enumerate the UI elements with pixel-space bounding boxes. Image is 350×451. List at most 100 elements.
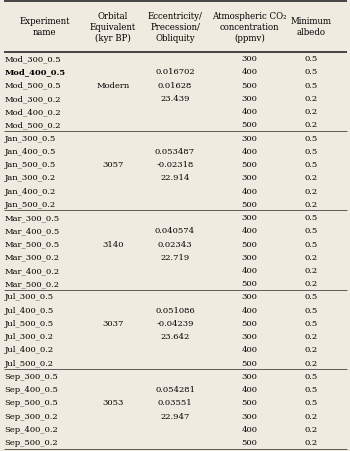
Text: 0.5: 0.5 [305, 147, 318, 156]
Text: 0.5: 0.5 [305, 319, 318, 327]
Text: 0.051086: 0.051086 [155, 306, 195, 314]
Text: Jul_300_0.5: Jul_300_0.5 [5, 293, 54, 301]
Text: Mar_400_0.5: Mar_400_0.5 [5, 227, 60, 235]
Text: 0.5: 0.5 [305, 240, 318, 248]
Text: 0.5: 0.5 [305, 214, 318, 221]
Text: -0.04239: -0.04239 [156, 319, 194, 327]
Text: Jul_400_0.5: Jul_400_0.5 [5, 306, 54, 314]
Text: 400: 400 [241, 345, 257, 354]
Text: 0.01628: 0.01628 [158, 82, 192, 89]
Text: 3053: 3053 [102, 399, 124, 406]
Text: -0.02318: -0.02318 [156, 161, 194, 169]
Text: Mod_500_0.2: Mod_500_0.2 [5, 121, 61, 129]
Text: 300: 300 [241, 372, 257, 380]
Text: 300: 300 [241, 253, 257, 261]
Text: Sep_400_0.5: Sep_400_0.5 [5, 385, 58, 393]
Text: Mod_300_0.5: Mod_300_0.5 [5, 55, 61, 63]
Text: Mar_500_0.5: Mar_500_0.5 [5, 240, 60, 248]
Text: 0.2: 0.2 [305, 121, 318, 129]
Text: 0.2: 0.2 [305, 95, 318, 103]
Text: 22.719: 22.719 [160, 253, 190, 261]
Text: 0.2: 0.2 [305, 200, 318, 208]
Text: Sep_300_0.2: Sep_300_0.2 [5, 412, 58, 420]
Text: Jan_500_0.2: Jan_500_0.2 [5, 200, 56, 208]
Text: 0.03551: 0.03551 [158, 399, 192, 406]
Text: 500: 500 [241, 121, 257, 129]
Text: Mod_400_0.5: Mod_400_0.5 [5, 68, 66, 76]
Text: 0.02343: 0.02343 [158, 240, 192, 248]
Text: 0.2: 0.2 [305, 345, 318, 354]
Text: 0.040574: 0.040574 [155, 227, 195, 235]
Text: Mod_500_0.5: Mod_500_0.5 [5, 82, 61, 89]
Text: 0.053487: 0.053487 [155, 147, 195, 156]
Text: 500: 500 [241, 359, 257, 367]
Text: Jan_300_0.5: Jan_300_0.5 [5, 134, 56, 143]
Text: 400: 400 [241, 385, 257, 393]
Text: 0.016702: 0.016702 [155, 68, 195, 76]
Text: 500: 500 [241, 399, 257, 406]
Text: 300: 300 [241, 95, 257, 103]
Text: 400: 400 [241, 425, 257, 433]
Text: Atmospheric CO₂
concentration
(ppmv): Atmospheric CO₂ concentration (ppmv) [212, 12, 287, 43]
Text: 0.5: 0.5 [305, 227, 318, 235]
Text: 0.5: 0.5 [305, 306, 318, 314]
Text: Sep_500_0.5: Sep_500_0.5 [5, 399, 58, 406]
Text: Jul_500_0.5: Jul_500_0.5 [5, 319, 54, 327]
Text: Jul_300_0.2: Jul_300_0.2 [5, 332, 54, 341]
Text: 400: 400 [241, 227, 257, 235]
Text: 0.2: 0.2 [305, 280, 318, 288]
Text: 0.5: 0.5 [305, 385, 318, 393]
Text: 0.2: 0.2 [305, 253, 318, 261]
Text: 0.054281: 0.054281 [155, 385, 195, 393]
Text: 0.2: 0.2 [305, 332, 318, 341]
Text: Jan_400_0.5: Jan_400_0.5 [5, 147, 56, 156]
Text: 500: 500 [241, 438, 257, 446]
Text: 22.947: 22.947 [160, 412, 190, 420]
Text: 0.2: 0.2 [305, 187, 318, 195]
Text: 0.2: 0.2 [305, 412, 318, 420]
Text: 0.2: 0.2 [305, 267, 318, 274]
Text: 0.5: 0.5 [305, 161, 318, 169]
Text: Sep_500_0.2: Sep_500_0.2 [5, 438, 58, 446]
Text: 400: 400 [241, 147, 257, 156]
Text: 500: 500 [241, 280, 257, 288]
Text: Sep_400_0.2: Sep_400_0.2 [5, 425, 58, 433]
Text: 400: 400 [241, 68, 257, 76]
Text: 3057: 3057 [102, 161, 124, 169]
Text: Jan_300_0.2: Jan_300_0.2 [5, 174, 56, 182]
Text: 300: 300 [241, 293, 257, 301]
Text: 0.5: 0.5 [305, 399, 318, 406]
Text: 0.5: 0.5 [305, 293, 318, 301]
Text: Experiment
name: Experiment name [19, 17, 70, 37]
Text: 23.642: 23.642 [160, 332, 190, 341]
Text: Jul_400_0.2: Jul_400_0.2 [5, 345, 54, 354]
Text: Mar_400_0.2: Mar_400_0.2 [5, 267, 60, 274]
Text: Mar_500_0.2: Mar_500_0.2 [5, 280, 60, 288]
Text: 0.5: 0.5 [305, 134, 318, 143]
Text: 400: 400 [241, 267, 257, 274]
Text: Eccentricity/
Precession/
Obliquity: Eccentricity/ Precession/ Obliquity [148, 12, 202, 43]
Text: 500: 500 [241, 82, 257, 89]
Text: 300: 300 [241, 214, 257, 221]
Text: 0.2: 0.2 [305, 174, 318, 182]
Text: 0.2: 0.2 [305, 359, 318, 367]
Text: Mar_300_0.5: Mar_300_0.5 [5, 214, 60, 221]
Text: 400: 400 [241, 187, 257, 195]
Text: 500: 500 [241, 200, 257, 208]
Text: Mar_300_0.2: Mar_300_0.2 [5, 253, 60, 261]
Text: 400: 400 [241, 306, 257, 314]
Text: 300: 300 [241, 134, 257, 143]
Text: 0.5: 0.5 [305, 82, 318, 89]
Text: 0.5: 0.5 [305, 68, 318, 76]
Text: 500: 500 [241, 161, 257, 169]
Text: 0.5: 0.5 [305, 55, 318, 63]
Text: 0.2: 0.2 [305, 438, 318, 446]
Text: Jan_400_0.2: Jan_400_0.2 [5, 187, 56, 195]
Text: 0.2: 0.2 [305, 108, 318, 116]
Text: 500: 500 [241, 319, 257, 327]
Text: 300: 300 [241, 332, 257, 341]
Text: 400: 400 [241, 108, 257, 116]
Text: 300: 300 [241, 174, 257, 182]
Text: Sep_300_0.5: Sep_300_0.5 [5, 372, 58, 380]
Text: Jul_500_0.2: Jul_500_0.2 [5, 359, 54, 367]
